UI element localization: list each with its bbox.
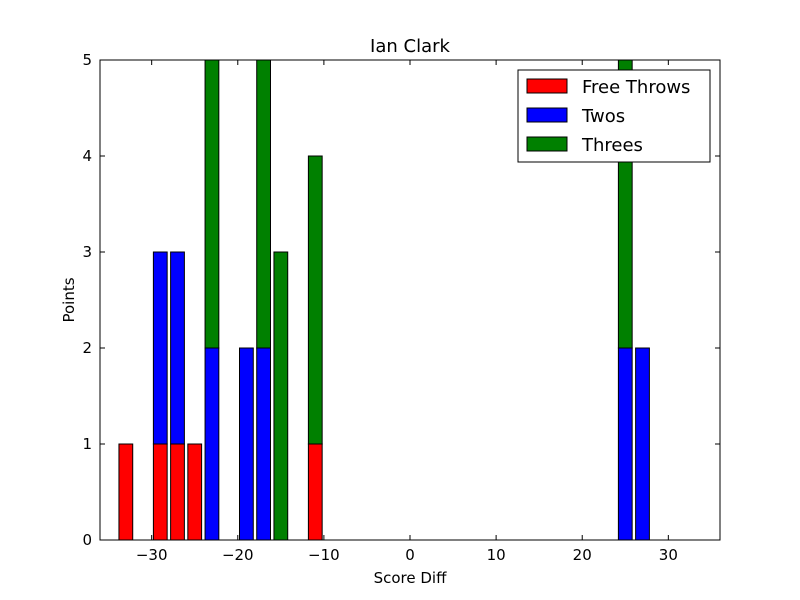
bar-twos-6 — [204, 347, 220, 541]
bar-free-throws-1 — [118, 443, 134, 541]
y-tick-label: 0 — [82, 531, 92, 549]
x-tick-label: −30 — [136, 546, 168, 564]
bar-twos-30 — [617, 347, 633, 541]
legend-label: Threes — [581, 135, 643, 156]
y-tick-label: 3 — [82, 243, 92, 261]
y-tick-label: 5 — [82, 51, 92, 69]
bar-threes-6 — [204, 59, 220, 349]
legend-swatch — [526, 78, 568, 94]
x-tick-label: −20 — [222, 546, 254, 564]
bar-free-throws-5 — [187, 443, 203, 541]
legend-label: Twos — [581, 106, 625, 127]
bar-twos-9 — [256, 347, 272, 541]
y-tick-label: 1 — [82, 435, 92, 453]
x-tick-label: 20 — [573, 546, 592, 564]
legend-swatch — [526, 107, 568, 123]
x-tick-label: 30 — [659, 546, 678, 564]
bar-twos-31 — [635, 347, 650, 541]
bar-threes-9 — [256, 59, 272, 349]
chart-title: Ian Clark — [370, 36, 450, 57]
legend-swatch — [526, 136, 568, 152]
x-tick-label: 0 — [405, 546, 415, 564]
bar-free-throws-12 — [307, 443, 323, 541]
x-tick-label: −10 — [308, 546, 340, 564]
ticks-layer: −30 −20 −10 0 10 20 30 0 1 2 3 4 5 — [82, 51, 720, 564]
y-tick-label: 4 — [82, 147, 92, 165]
bar-twos-4 — [170, 251, 185, 445]
bar-free-throws-3 — [152, 443, 168, 541]
x-axis-label: Score Diff — [374, 569, 447, 587]
bar-twos-8 — [239, 347, 254, 541]
bar-threes-12 — [307, 155, 323, 445]
y-tick-label: 2 — [82, 339, 92, 357]
bar-free-throws-4 — [170, 443, 185, 541]
x-tick-label: 10 — [487, 546, 506, 564]
legend-label: Free Throws — [582, 77, 690, 98]
bar-twos-3 — [152, 251, 168, 445]
legend: Free Throws Twos Threes — [517, 69, 711, 163]
y-axis-label: Points — [60, 277, 78, 322]
bar-threes-10 — [273, 251, 289, 541]
